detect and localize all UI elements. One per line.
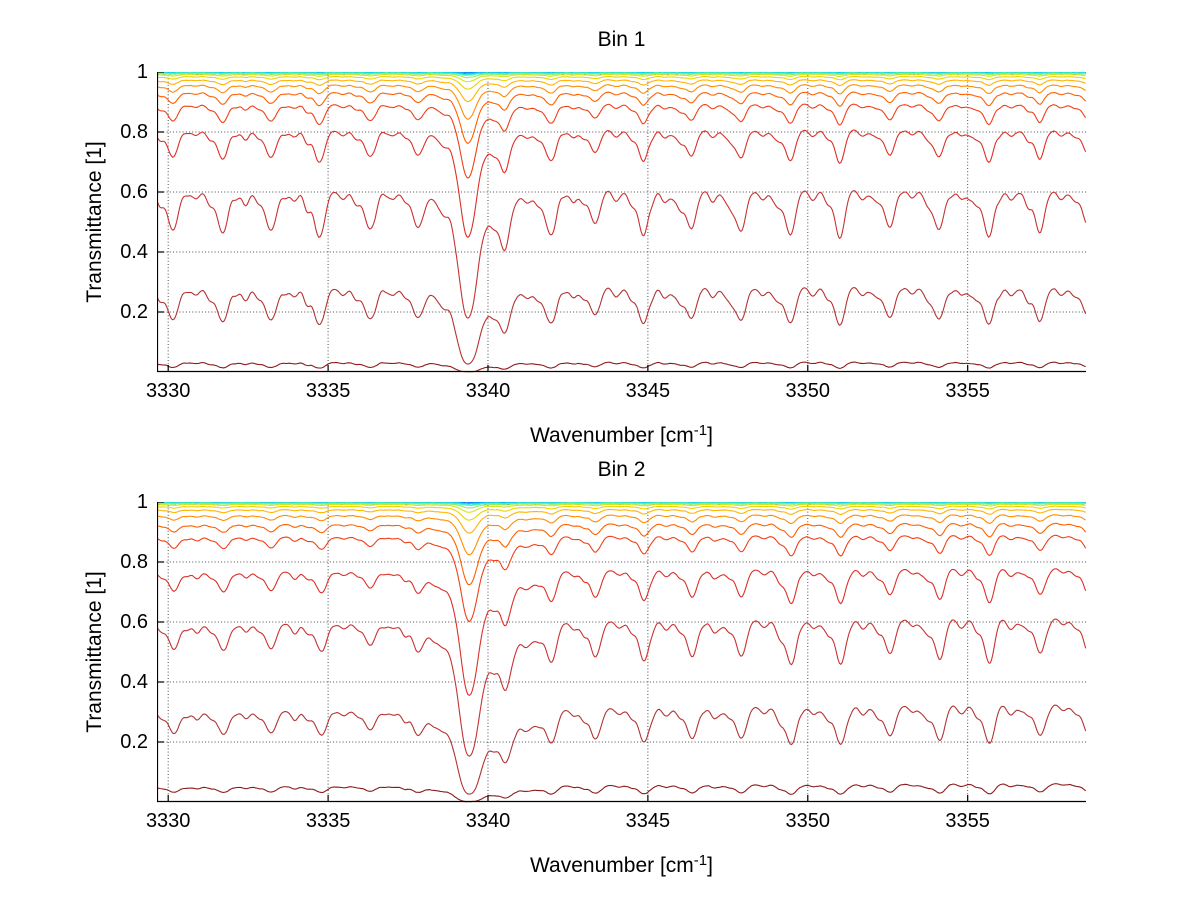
bin2-curve-12 <box>157 514 1086 556</box>
bin2-ytick-label-1: 1 <box>136 491 148 513</box>
bin1-curve-13 <box>157 91 1087 145</box>
bin2-curve-18 <box>157 783 1087 803</box>
bin1-curves <box>157 72 1087 373</box>
bin1-curve-12 <box>157 84 1086 120</box>
bin1-xlabel: Wavenumber [cm-1] <box>157 419 1086 448</box>
bin2-curve-10 <box>157 505 1086 521</box>
bin2-ytick-label-0.8: 0.8 <box>120 551 148 573</box>
bin1-xtick-label-3340: 3340 <box>465 380 511 402</box>
bin2-curve-7 <box>157 502 1086 507</box>
bin1-curve-8 <box>157 72 1086 79</box>
bin2-curves <box>157 502 1087 803</box>
bin1-xtick-label-3355: 3355 <box>945 380 990 402</box>
bin1-ytick-label-0.6: 0.6 <box>120 181 148 203</box>
bin2-curve-15 <box>157 568 1087 696</box>
bin1-curve-17 <box>157 287 1087 365</box>
bin1-curve-7 <box>157 72 1086 76</box>
bin1-ytick-label-0.8: 0.8 <box>120 121 148 143</box>
bin1-curve-11 <box>157 79 1086 103</box>
bin2-xlabel-close: ] <box>707 854 713 877</box>
bin1-title: Bin 1 <box>597 28 646 51</box>
bin1-xlabel-text: Wavenumber [cm <box>530 424 694 447</box>
bin2-xtick-label-3340: 3340 <box>465 810 511 832</box>
bin2-title: Bin 2 <box>597 458 646 481</box>
bin2-xtick-label-3345: 3345 <box>625 810 671 832</box>
bin2-curve-16 <box>157 618 1087 757</box>
bin1-plot-area <box>157 72 1087 373</box>
bin2-xlabel-superscript: -1 <box>693 852 708 869</box>
bin2-curve-13 <box>157 522 1087 586</box>
bin2-curve-9 <box>157 503 1086 513</box>
bin1-xlabel-close: ] <box>707 424 713 447</box>
bin2-ytick-label-0.6: 0.6 <box>120 611 148 633</box>
bin1-curve-14 <box>157 103 1087 179</box>
bin2-xtick-label-3355: 3355 <box>945 810 990 832</box>
bin1-curve-18 <box>157 361 1086 373</box>
bin1-xlabel-superscript: -1 <box>693 422 708 439</box>
bin2-xlabel-text: Wavenumber [cm <box>530 854 694 877</box>
bin2-ytick-label-0.2: 0.2 <box>120 731 148 753</box>
bin2-plot-area <box>157 502 1087 803</box>
bin2-curve-8 <box>157 502 1086 509</box>
bin1-curve-16 <box>157 190 1087 319</box>
bin2-xtick-label-3335: 3335 <box>305 810 351 832</box>
bin2-xtick-label-3330: 3330 <box>145 810 191 832</box>
bin1-ytick-label-0.4: 0.4 <box>120 241 148 263</box>
bin1-xtick-label-3335: 3335 <box>305 380 351 402</box>
bin2-xlabel: Wavenumber [cm-1] <box>157 849 1086 878</box>
bin1-ytick-label-0.2: 0.2 <box>120 301 148 323</box>
bin1-curve-15 <box>157 129 1087 238</box>
bin2-curve-17 <box>157 704 1087 795</box>
bin1-xtick-label-3330: 3330 <box>145 380 191 402</box>
bin2-xtick-label-3350: 3350 <box>785 810 831 832</box>
bin1-ytick-label-1: 1 <box>136 61 148 83</box>
bin1-curve-9 <box>157 73 1086 83</box>
bin2-curve-14 <box>157 534 1087 623</box>
bin2-curve-11 <box>157 508 1086 534</box>
bin2-ytick-label-0.4: 0.4 <box>120 671 148 693</box>
bin1-xtick-label-3350: 3350 <box>785 380 831 402</box>
bin1-curve-10 <box>157 75 1086 90</box>
bin1-xtick-label-3345: 3345 <box>625 380 671 402</box>
